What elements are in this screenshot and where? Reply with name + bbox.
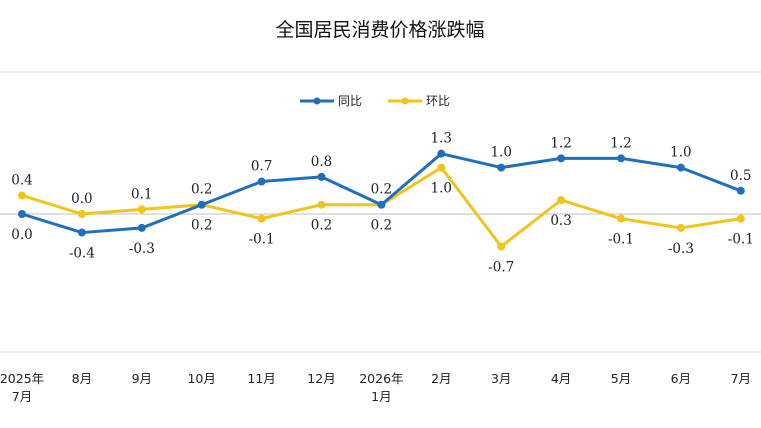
- data-point-yoy: [137, 223, 146, 232]
- data-label-mom: 0.2: [311, 218, 332, 234]
- data-label-yoy: 1.0: [670, 145, 691, 161]
- data-point-mom: [317, 200, 326, 209]
- data-label-mom: -0.1: [728, 232, 754, 248]
- data-point-yoy: [77, 228, 86, 237]
- data-label-mom: 0.0: [71, 191, 92, 207]
- data-labels: 0.0 -0.4 -0.3 0.2 0.7 0.8 0.2 1.3 1.0 1.2 1.2 1.0 0.…: [11, 131, 754, 276]
- data-label-mom: 1.0: [431, 181, 452, 197]
- x-tick-label: 10月: [187, 371, 215, 386]
- data-label-mom: -0.7: [488, 259, 514, 275]
- data-point-yoy: [617, 154, 625, 163]
- data-point-mom: [676, 223, 685, 232]
- data-point-yoy: [317, 172, 326, 181]
- data-label-yoy: 1.0: [490, 145, 511, 161]
- x-tick-label: 6月: [671, 371, 691, 386]
- data-label-yoy: 1.2: [550, 135, 571, 151]
- x-tick-label: 7月: [12, 389, 32, 404]
- data-point-mom: [77, 210, 86, 218]
- data-label-yoy: 1.2: [610, 135, 631, 151]
- series-layer: [18, 149, 745, 251]
- legend: 同比 环比: [300, 94, 450, 108]
- x-tick-label: 8月: [72, 371, 92, 386]
- x-tick-label: 3月: [491, 371, 511, 386]
- data-point-yoy: [557, 154, 566, 163]
- data-point-mom: [137, 205, 146, 214]
- data-label-yoy: -0.3: [129, 241, 155, 257]
- chart-title: 全国居民消费价格涨跌幅: [275, 19, 484, 41]
- data-point-yoy: [377, 200, 386, 209]
- x-tick-label: 12月: [307, 371, 335, 386]
- legend-label-yoy: 同比: [338, 94, 362, 108]
- data-point-mom: [497, 242, 506, 251]
- x-tick-label: 2月: [431, 371, 451, 386]
- data-point-mom: [617, 214, 625, 223]
- data-label-mom: -0.1: [608, 232, 634, 248]
- x-tick-label: 5月: [611, 371, 631, 386]
- data-point-mom: [557, 196, 566, 205]
- data-label-yoy: 0.2: [371, 218, 392, 234]
- data-label-yoy: -0.4: [69, 246, 95, 262]
- legend-marker-mom: [401, 97, 409, 105]
- data-point-yoy: [257, 177, 266, 186]
- x-tick-label: 4月: [551, 371, 571, 386]
- data-point-yoy: [497, 163, 506, 172]
- data-point-yoy: [736, 186, 745, 195]
- data-point-yoy: [197, 200, 206, 209]
- x-tick-label: 1月: [371, 389, 391, 404]
- data-label-mom: 0.4: [11, 172, 32, 188]
- data-label-yoy: 0.8: [311, 154, 332, 170]
- data-label-yoy: 0.7: [251, 159, 272, 175]
- data-label-mom: 0.3: [550, 213, 571, 229]
- data-label-mom: -0.3: [668, 241, 694, 257]
- data-label-mom: 0.2: [371, 182, 392, 198]
- x-tick-label: 9月: [132, 371, 152, 386]
- legend-marker-yoy: [313, 97, 321, 105]
- data-point-mom: [437, 163, 446, 172]
- x-tick-label: 2025年: [0, 371, 44, 386]
- x-tick-label: 11月: [247, 371, 275, 386]
- data-point-mom: [736, 214, 745, 223]
- x-tick-label: 2026年: [359, 371, 403, 386]
- legend-label-mom: 环比: [426, 94, 450, 108]
- data-point-mom: [18, 191, 26, 200]
- data-point-yoy: [676, 163, 685, 172]
- x-tick-label: 7月: [731, 371, 751, 386]
- data-label-mom: 0.1: [131, 186, 152, 202]
- data-label-mom: -0.1: [249, 232, 275, 248]
- data-point-mom: [257, 214, 266, 223]
- data-label-yoy: 0.2: [191, 218, 212, 234]
- x-axis-ticks: 2025年 7月 8月 9月 10月 11月 12月 2026年 1月 2月 3月 4月 5月 6月 7月: [0, 371, 751, 404]
- data-label-yoy: 0.0: [11, 227, 32, 243]
- data-label-yoy: 1.3: [431, 131, 452, 147]
- data-label-mom: 0.2: [191, 182, 212, 198]
- data-point-yoy: [437, 149, 446, 158]
- data-point-yoy: [18, 210, 26, 218]
- data-label-yoy: 0.5: [730, 168, 751, 184]
